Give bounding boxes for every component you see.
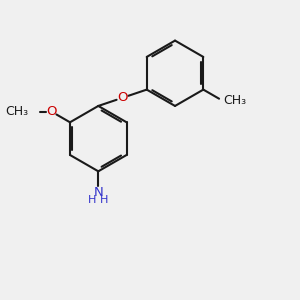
Text: O: O <box>117 91 128 104</box>
Text: CH₃: CH₃ <box>5 105 28 118</box>
Text: N: N <box>93 186 103 199</box>
Text: CH₃: CH₃ <box>223 94 246 107</box>
Text: H: H <box>100 195 109 205</box>
Text: H: H <box>88 195 96 205</box>
Text: O: O <box>46 105 57 118</box>
